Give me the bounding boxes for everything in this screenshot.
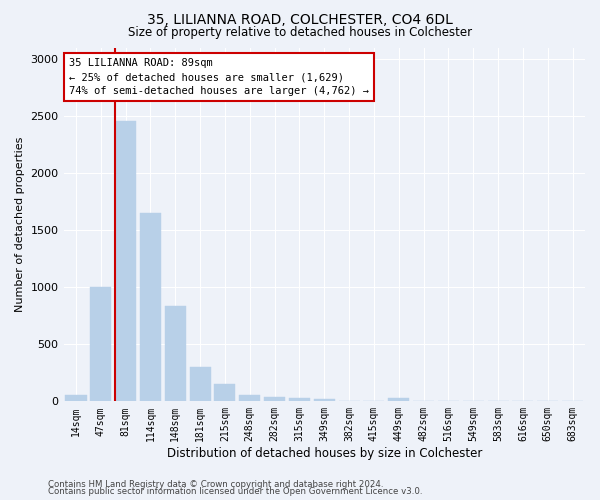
Y-axis label: Number of detached properties: Number of detached properties <box>15 136 25 312</box>
Bar <box>65 395 86 402</box>
Bar <box>115 120 136 402</box>
Bar <box>314 399 335 402</box>
Bar <box>165 306 186 402</box>
Text: Contains HM Land Registry data © Crown copyright and database right 2024.: Contains HM Land Registry data © Crown c… <box>48 480 383 489</box>
Text: Size of property relative to detached houses in Colchester: Size of property relative to detached ho… <box>128 26 472 39</box>
Bar <box>239 395 260 402</box>
Bar <box>289 398 310 402</box>
Text: 35 LILIANNA ROAD: 89sqm
← 25% of detached houses are smaller (1,629)
74% of semi: 35 LILIANNA ROAD: 89sqm ← 25% of detache… <box>69 58 369 96</box>
Bar <box>90 287 112 402</box>
Bar <box>214 384 235 402</box>
Bar <box>140 213 161 402</box>
Text: Contains public sector information licensed under the Open Government Licence v3: Contains public sector information licen… <box>48 487 422 496</box>
Bar <box>264 397 285 402</box>
Bar <box>190 367 211 402</box>
X-axis label: Distribution of detached houses by size in Colchester: Distribution of detached houses by size … <box>167 447 482 460</box>
Text: 35, LILIANNA ROAD, COLCHESTER, CO4 6DL: 35, LILIANNA ROAD, COLCHESTER, CO4 6DL <box>147 12 453 26</box>
Bar <box>388 398 409 402</box>
